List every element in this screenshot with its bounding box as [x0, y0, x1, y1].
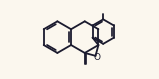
- Text: O: O: [93, 53, 100, 62]
